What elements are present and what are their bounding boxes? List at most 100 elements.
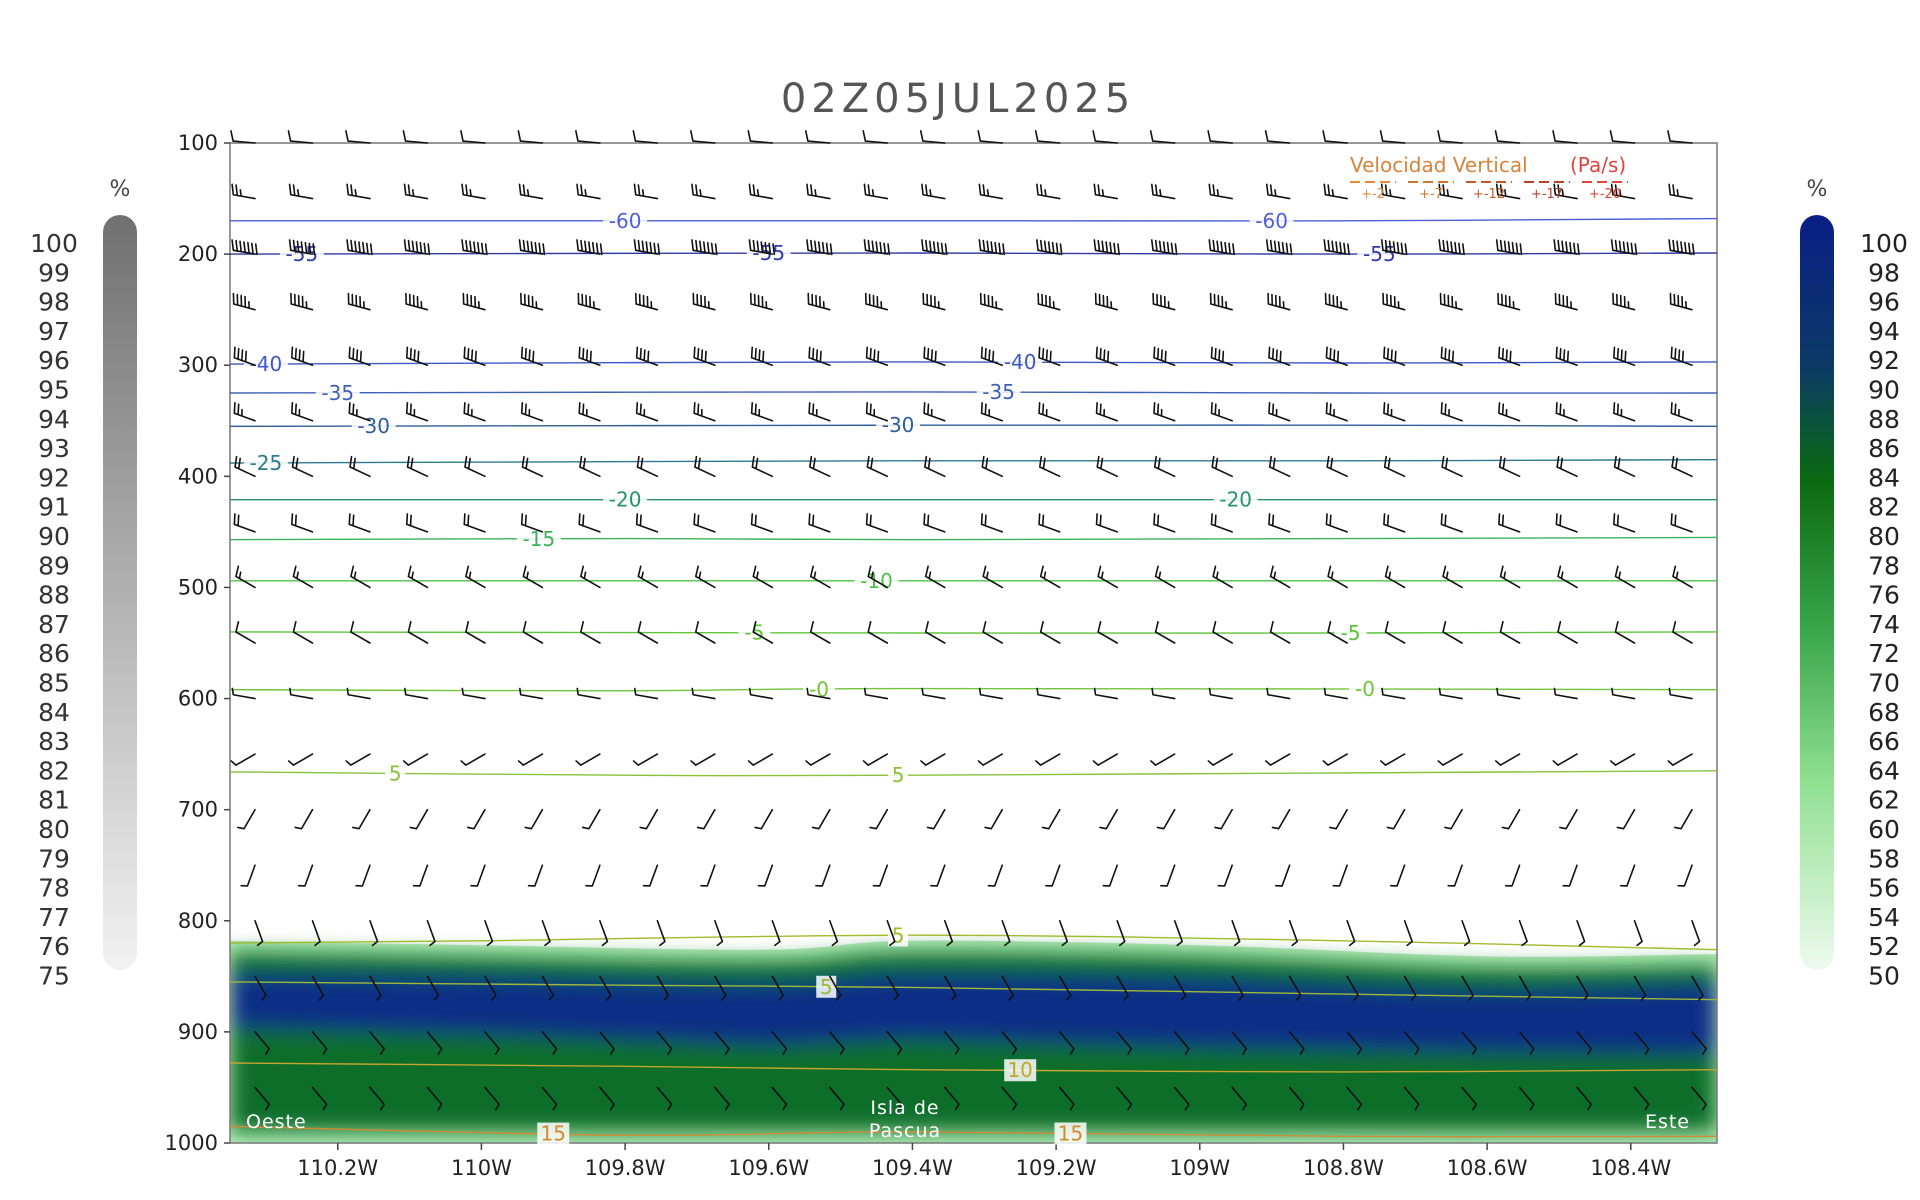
temperature-contour-label: -0 bbox=[1355, 677, 1375, 701]
wind-barb bbox=[633, 239, 661, 256]
wind-barb bbox=[635, 292, 659, 311]
temperature-contour-line bbox=[229, 217, 1718, 222]
left-colorbar-label: 90 bbox=[38, 522, 70, 551]
wind-barb bbox=[696, 808, 716, 830]
wind-barb bbox=[484, 1031, 500, 1055]
wind-barb bbox=[346, 687, 371, 700]
wind-barb bbox=[1116, 975, 1129, 1001]
wind-barb bbox=[464, 455, 486, 478]
wind-barb bbox=[346, 239, 373, 256]
y-tick-label: 900 bbox=[178, 1020, 218, 1044]
wind-barb bbox=[348, 402, 371, 422]
wind-barb bbox=[1498, 513, 1521, 533]
wind-barb bbox=[1271, 808, 1291, 830]
wind-barb bbox=[1266, 687, 1291, 700]
wind-barb bbox=[1403, 1031, 1420, 1055]
wind-barb bbox=[809, 455, 831, 478]
wind-barb bbox=[865, 346, 889, 367]
contour-label-bg bbox=[1213, 488, 1258, 511]
wind-barb bbox=[1498, 455, 1521, 478]
wind-barb bbox=[1095, 346, 1118, 367]
wind-barb bbox=[311, 1086, 328, 1111]
wind-barb bbox=[484, 1086, 500, 1111]
wind-barb bbox=[1001, 1086, 1018, 1111]
wind-barb bbox=[633, 687, 659, 700]
wind-barb bbox=[921, 687, 946, 700]
temperature-contour-label: 5 bbox=[892, 763, 905, 787]
left-colorbar-label: 93 bbox=[38, 434, 70, 463]
chart-title: 02Z05JUL2025 bbox=[781, 76, 1135, 122]
wind-barb bbox=[233, 346, 256, 367]
wind-barb bbox=[1210, 346, 1233, 367]
contour-label-bg bbox=[603, 209, 648, 232]
wind-barb bbox=[1231, 975, 1244, 1001]
wind-barb bbox=[1691, 1031, 1707, 1055]
wind-barb bbox=[1498, 402, 1521, 422]
wind-barb bbox=[921, 183, 946, 200]
wind-barb bbox=[869, 808, 889, 830]
wind-barb bbox=[1152, 292, 1176, 311]
wind-barb bbox=[1380, 183, 1406, 200]
wind-barb bbox=[747, 753, 774, 766]
wind-barb bbox=[805, 753, 831, 766]
wind-barb bbox=[461, 687, 486, 700]
wind-barb bbox=[1288, 975, 1302, 1001]
left-colorbar-ramp bbox=[103, 215, 137, 970]
wind-barb bbox=[943, 1086, 960, 1111]
temperature-contour-label: -40 bbox=[1004, 350, 1037, 374]
wind-barb bbox=[287, 130, 314, 144]
wind-barb bbox=[404, 687, 429, 700]
wind-barb bbox=[1555, 513, 1578, 533]
wind-barb bbox=[484, 919, 494, 947]
wind-barb bbox=[886, 919, 896, 947]
temperature-contour-line bbox=[229, 458, 1718, 464]
right-colorbar-label: 84 bbox=[1868, 463, 1900, 492]
left-colorbar-label: 99 bbox=[38, 258, 70, 287]
left-colorbar: % 10099989796959493929190898887868584838… bbox=[30, 177, 137, 991]
left-colorbar-label: 77 bbox=[38, 903, 70, 932]
wind-barb bbox=[943, 975, 957, 1001]
wind-barb bbox=[829, 1031, 845, 1055]
wind-barb bbox=[1382, 292, 1406, 311]
wind-barb bbox=[829, 919, 839, 947]
wind-barb bbox=[754, 808, 774, 830]
wind-barb bbox=[369, 1031, 385, 1055]
wind-barb bbox=[1494, 753, 1521, 766]
wind-barb bbox=[1288, 1086, 1305, 1111]
wind-barb bbox=[1461, 1031, 1478, 1055]
wind-barb bbox=[403, 239, 431, 256]
wind-barb bbox=[693, 513, 716, 533]
wind-barb bbox=[1518, 1031, 1535, 1055]
y-tick-label: 400 bbox=[178, 464, 218, 488]
wind-barb bbox=[806, 183, 831, 200]
wind-barb bbox=[690, 753, 716, 766]
wind-barb bbox=[771, 1086, 788, 1111]
wind-barb bbox=[1461, 1086, 1478, 1111]
wind-barb bbox=[406, 455, 429, 478]
temperature-contour-label: -60 bbox=[609, 209, 642, 233]
wind-barb bbox=[1556, 455, 1578, 478]
wind-barb bbox=[1671, 455, 1693, 478]
wind-barb bbox=[369, 975, 382, 1001]
left-colorbar-label: 75 bbox=[38, 962, 70, 991]
wind-barb bbox=[405, 402, 429, 422]
y-tick-label: 200 bbox=[178, 242, 218, 266]
wind-barb bbox=[580, 565, 601, 589]
wind-barb bbox=[1346, 1031, 1363, 1055]
wind-barb bbox=[291, 346, 314, 367]
wind-barb bbox=[1151, 687, 1176, 700]
wind-barb bbox=[1346, 1086, 1363, 1111]
wind-barb bbox=[541, 975, 555, 1001]
wind-barb bbox=[369, 1086, 385, 1111]
contour-label-bg bbox=[1004, 1059, 1037, 1082]
wind-barb bbox=[1381, 687, 1406, 700]
wind-barb bbox=[886, 1031, 903, 1055]
wind-barb bbox=[748, 687, 774, 700]
wind-barb bbox=[633, 183, 659, 200]
vv-legend-title: Velocidad Vertical bbox=[1350, 153, 1528, 177]
x-axis: 110.2W 110W 109.8W 109.6W 109.4W 109.2W 109W 10… bbox=[297, 1143, 1671, 1180]
wind-barb bbox=[234, 455, 256, 478]
vv-legend-entry: +-12 bbox=[1473, 187, 1505, 202]
wind-barb bbox=[1116, 919, 1126, 947]
wind-barb bbox=[1495, 183, 1521, 200]
